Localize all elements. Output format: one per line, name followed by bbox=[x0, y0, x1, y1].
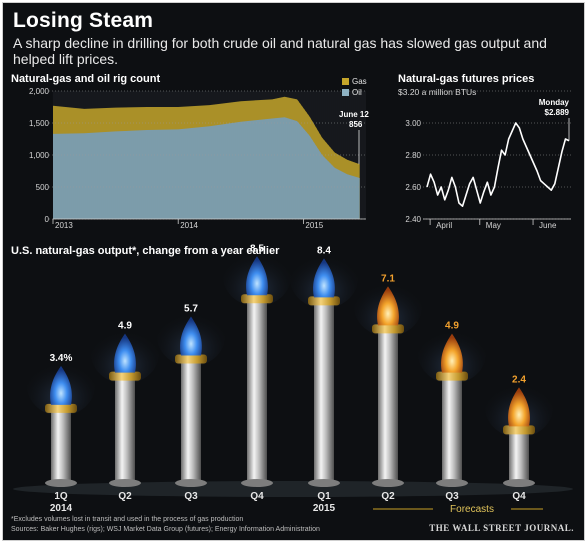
bar-value-label: 2.4 bbox=[512, 374, 526, 385]
bar-category-label: Q2 bbox=[118, 491, 132, 502]
page-title: Losing Steam bbox=[13, 9, 154, 32]
burner-ring bbox=[436, 371, 468, 381]
flame-orange bbox=[377, 286, 399, 326]
sources: Sources: Baker Hughes (rigs); WSJ Market… bbox=[11, 526, 320, 533]
bar-value-label: 7.1 bbox=[381, 273, 395, 284]
output-chart-title: U.S. natural-gas output*, change from a … bbox=[11, 245, 280, 257]
burner-ring bbox=[175, 354, 207, 364]
burner-bar bbox=[378, 328, 398, 481]
bar-category-label: 2015 bbox=[313, 503, 336, 514]
price-y-tick-label: 2.40 bbox=[405, 215, 421, 224]
bar-value-label: 4.9 bbox=[118, 321, 132, 332]
legend-label-gas: Gas bbox=[352, 77, 367, 86]
burner-base-shadow bbox=[13, 481, 573, 497]
price-x-tick-label: May bbox=[486, 221, 501, 230]
rig-y-tick-label: 2,000 bbox=[29, 87, 50, 96]
bar-category-label: Q1 bbox=[317, 491, 331, 502]
rig-annotation-date: June 12 bbox=[339, 110, 369, 119]
page-subtitle: A sharp decline in drilling for both cru… bbox=[13, 35, 547, 67]
price-y-tick-label: 2.60 bbox=[405, 183, 421, 192]
burner-bar bbox=[181, 358, 201, 481]
legend-swatch-oil bbox=[342, 89, 349, 96]
rig-y-tick-label: 0 bbox=[45, 215, 50, 224]
flame-blue bbox=[313, 258, 335, 298]
publisher-logo: THE WALL STREET JOURNAL. bbox=[429, 523, 574, 533]
burner-foot bbox=[308, 479, 340, 487]
burner-bar bbox=[247, 298, 267, 481]
burner-bar bbox=[51, 407, 71, 481]
bar-category-label: Q2 bbox=[381, 491, 395, 502]
bar-value-label: 3.4% bbox=[50, 353, 73, 364]
legend-label-oil: Oil bbox=[352, 88, 362, 97]
flame-blue bbox=[180, 316, 202, 356]
forecast-label: Forecasts bbox=[450, 504, 494, 515]
bar-category-label: 1Q bbox=[54, 491, 68, 502]
bar-value-label: 4.9 bbox=[445, 321, 459, 332]
burner-foot bbox=[241, 479, 273, 487]
flame-blue bbox=[50, 365, 72, 405]
flame-orange bbox=[441, 333, 463, 373]
burner-bar bbox=[509, 429, 529, 481]
bar-category-label: Q3 bbox=[184, 491, 198, 502]
rig-count-chart: 0 500 1,000 1,500 2,000 2013 2014 2015 Gas Oil Jun… bbox=[13, 77, 573, 515]
rig-x-tick-label: 2013 bbox=[55, 221, 73, 230]
burner-ring bbox=[308, 296, 340, 306]
burner-ring bbox=[45, 403, 77, 413]
price-y-tick-label: 3.00 bbox=[405, 119, 421, 128]
price-x-tick-label: June bbox=[539, 221, 557, 230]
rig-chart-title: Natural-gas and oil rig count bbox=[11, 73, 161, 85]
burner-foot bbox=[436, 479, 468, 487]
bar-category-label: 2014 bbox=[50, 503, 73, 514]
burner-foot bbox=[372, 479, 404, 487]
price-annotation-label: Monday bbox=[539, 98, 570, 107]
burner-bar bbox=[115, 375, 135, 481]
price-line bbox=[426, 122, 570, 207]
legend-swatch-gas bbox=[342, 78, 349, 85]
rig-x-tick-label: 2015 bbox=[305, 221, 323, 230]
burner-ring bbox=[372, 324, 404, 334]
bar-category-label: Q3 bbox=[445, 491, 459, 502]
burner-foot bbox=[45, 479, 77, 487]
bar-value-label: 8.5 bbox=[250, 243, 264, 254]
rig-annotation-value: 856 bbox=[349, 120, 363, 129]
flame-blue bbox=[246, 256, 268, 296]
burner-ring bbox=[503, 425, 535, 435]
burner-foot bbox=[503, 479, 535, 487]
price-chart-unit: $3.20 a million BTUs bbox=[398, 87, 477, 97]
price-chart-title: Natural-gas futures prices bbox=[398, 73, 535, 85]
flame-orange bbox=[508, 387, 530, 427]
price-annotation-value: $2.889 bbox=[545, 108, 570, 117]
bar-category-label: Q4 bbox=[512, 491, 526, 502]
burner-foot bbox=[109, 479, 141, 487]
rig-y-tick-label: 500 bbox=[36, 183, 50, 192]
rig-x-tick-label: 2014 bbox=[180, 221, 198, 230]
bar-value-label: 8.4 bbox=[317, 245, 331, 256]
flame-blue bbox=[114, 333, 136, 373]
burner-foot bbox=[175, 479, 207, 487]
burner-bar bbox=[442, 375, 462, 481]
bar-category-label: Q4 bbox=[250, 491, 264, 502]
bar-value-label: 5.7 bbox=[184, 303, 198, 314]
price-x-tick-label: April bbox=[436, 221, 452, 230]
burner-bar bbox=[314, 300, 334, 481]
burner-ring bbox=[109, 371, 141, 381]
rig-y-tick-label: 1,500 bbox=[29, 119, 50, 128]
burner-ring bbox=[241, 294, 273, 304]
rig-y-tick-label: 1,000 bbox=[29, 151, 50, 160]
footnote: *Excludes volumes lost in transit and us… bbox=[11, 516, 244, 523]
price-y-tick-label: 2.80 bbox=[405, 151, 421, 160]
